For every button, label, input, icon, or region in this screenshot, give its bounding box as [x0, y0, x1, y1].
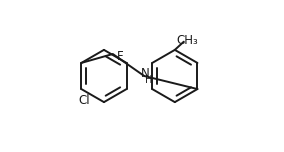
Text: F: F [116, 50, 123, 64]
Text: CH₃: CH₃ [177, 34, 199, 47]
Text: H: H [145, 76, 152, 85]
Text: Cl: Cl [78, 94, 90, 107]
Text: N: N [141, 67, 149, 79]
